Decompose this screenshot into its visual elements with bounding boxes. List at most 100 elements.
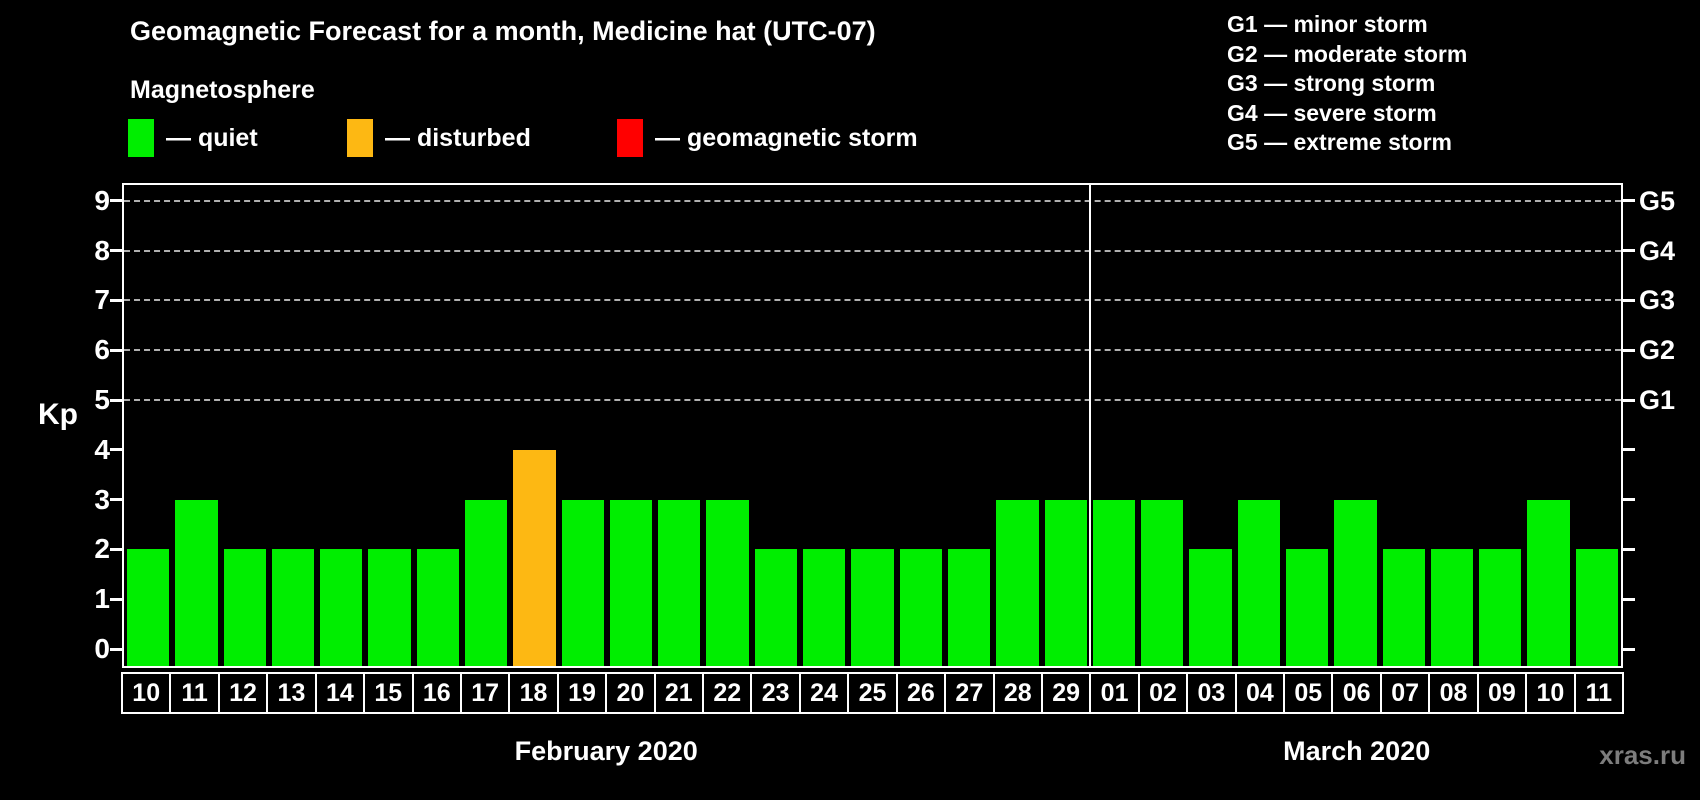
right-axis-label-g2: G2: [1639, 335, 1676, 366]
date-cell: 02: [1137, 672, 1189, 714]
gridline-kp7: [124, 299, 1621, 302]
date-cell: 21: [653, 672, 705, 714]
date-cell: 19: [556, 672, 608, 714]
kp-bar: [1430, 549, 1474, 666]
kp-bar: [1237, 499, 1280, 666]
kp-bar: [803, 549, 846, 666]
kp-bar: [899, 549, 942, 666]
date-cell: 07: [1379, 672, 1431, 714]
date-cell: 01: [1089, 672, 1140, 714]
date-cell: 20: [605, 672, 656, 714]
gridline-kp6: [124, 349, 1621, 352]
kp-bar: [1479, 549, 1522, 666]
y-tick-label-2: 2: [94, 533, 110, 565]
gridline-kp9: [124, 199, 1621, 202]
legend-disturbed-label: — disturbed: [385, 123, 531, 152]
kp-bar: [1141, 499, 1184, 666]
right-tick-kp3: [1623, 498, 1635, 502]
kp-bar: [609, 499, 653, 666]
date-cell: 28: [992, 672, 1043, 714]
kp-bar: [754, 549, 798, 666]
kp-bar: [658, 499, 701, 666]
month-label-1: March 2020: [1283, 736, 1431, 766]
kp-bar: [175, 499, 218, 666]
date-cell: 18: [508, 672, 559, 714]
magnetosphere-label: Magnetosphere: [130, 76, 315, 104]
legend-item-storm: — geomagnetic storm: [617, 118, 918, 158]
date-cell: 25: [847, 672, 898, 714]
kp-bar: [368, 549, 411, 666]
kp-bar: [416, 549, 460, 666]
date-cell: 11: [1573, 672, 1624, 714]
date-cell: 03: [1186, 672, 1237, 714]
left-tick-kp6: [110, 348, 122, 352]
gridline-kp8: [124, 249, 1621, 252]
kp-bar: [513, 449, 556, 666]
date-cell: 17: [459, 672, 511, 714]
y-tick-label-1: 1: [94, 583, 110, 615]
g-scale-legend: G1 — minor storm G2 — moderate storm G3 …: [1227, 10, 1467, 158]
kp-bar: [223, 549, 266, 666]
date-cell: 05: [1283, 672, 1334, 714]
kp-bar: [1189, 549, 1232, 666]
g5-legend-line: G5 — extreme storm: [1227, 129, 1452, 155]
left-tick-kp8: [110, 249, 122, 253]
kp-bar: [706, 499, 749, 666]
y-tick-label-7: 7: [94, 284, 110, 316]
right-tick-kp2: [1623, 547, 1635, 551]
kp-bar: [1527, 499, 1570, 666]
date-cell: 06: [1331, 672, 1382, 714]
right-tick-kp0: [1623, 647, 1635, 651]
date-cell: 08: [1428, 672, 1479, 714]
left-tick-kp3: [110, 498, 122, 502]
left-tick-kp9: [110, 199, 122, 203]
kp-bar: [1044, 499, 1087, 666]
left-tick-kp0: [110, 647, 122, 651]
month-label-0: February 2020: [514, 736, 698, 766]
disturbed-swatch-icon: [347, 119, 373, 157]
kp-bar: [1285, 549, 1329, 666]
date-cell: 04: [1234, 672, 1286, 714]
watermark: xras.ru: [1599, 740, 1686, 770]
left-tick-kp7: [110, 298, 122, 302]
g4-legend-line: G4 — severe storm: [1227, 99, 1437, 126]
y-tick-label-5: 5: [94, 384, 110, 415]
y-tick-label-0: 0: [94, 633, 110, 664]
date-cell: 22: [702, 672, 753, 714]
date-cell: 11: [169, 672, 220, 714]
legend-storm-label: — geomagnetic storm: [655, 123, 918, 152]
legend-quiet-label: — quiet: [166, 123, 258, 152]
y-tick-label-8: 8: [94, 234, 110, 266]
plot-area: [110, 183, 1635, 668]
date-cell: 09: [1476, 672, 1528, 714]
kp-bar: [947, 549, 991, 666]
legend-item-disturbed: — disturbed: [347, 118, 531, 158]
kp-bar: [1575, 549, 1618, 666]
kp-bar: [320, 549, 363, 666]
date-cell: 13: [266, 672, 317, 714]
right-tick-kp6: [1623, 348, 1635, 352]
quiet-swatch-icon: [128, 119, 154, 157]
kp-bar: [851, 549, 894, 666]
right-tick-kp8: [1623, 249, 1635, 253]
storm-swatch-icon: [617, 119, 643, 157]
right-tick-kp5: [1623, 398, 1635, 402]
g2-legend-line: G2 — moderate storm: [1227, 40, 1468, 67]
date-cell: 10: [121, 672, 172, 714]
left-tick-kp4: [110, 448, 122, 452]
y-tick-label-3: 3: [94, 483, 110, 515]
kp-bar: [1334, 499, 1377, 666]
date-cell: 16: [411, 672, 462, 714]
right-tick-kp4: [1623, 448, 1635, 452]
gridline-kp5: [124, 399, 1621, 401]
y-tick-label-4: 4: [94, 433, 110, 465]
date-cell: 26: [895, 672, 947, 714]
right-axis-label-g5: G5: [1639, 185, 1676, 216]
right-axis-label-g3: G3: [1639, 285, 1676, 316]
month-separator: [1088, 185, 1091, 666]
legend-item-quiet: — quiet: [128, 118, 258, 158]
kp-bar: [127, 549, 170, 666]
date-cell: 27: [944, 672, 995, 714]
date-cell: 24: [798, 672, 850, 714]
left-tick-kp2: [110, 547, 122, 551]
